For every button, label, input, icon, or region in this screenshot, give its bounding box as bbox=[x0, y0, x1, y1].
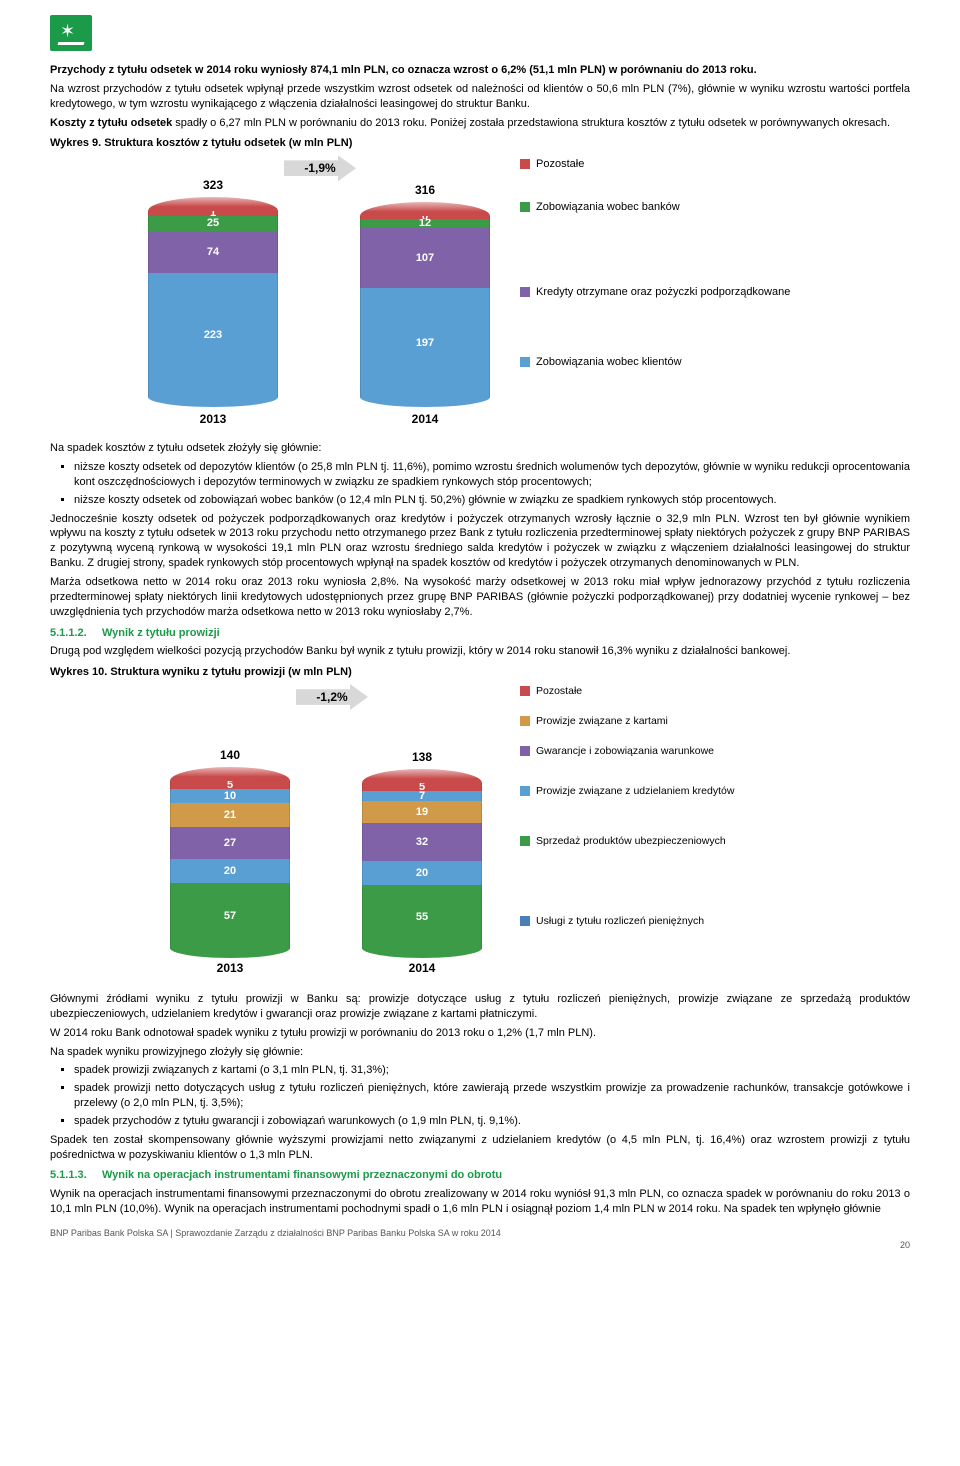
chart2-year-2013: 2013 bbox=[170, 960, 290, 976]
bullets2: spadek prowizji związanych z kartami (o … bbox=[74, 1063, 910, 1128]
legend-item: Zobowiązania wobec banków bbox=[520, 200, 880, 215]
after-chart1-lead: Na spadek kosztów z tytułu odsetek złoży… bbox=[50, 441, 910, 456]
chart1-year-2013: 2013 bbox=[148, 411, 278, 427]
chart1-year-2014: 2014 bbox=[360, 411, 490, 427]
chart-segment: 197 bbox=[360, 288, 490, 398]
chart1-delta-arrow: -1,9% bbox=[284, 155, 356, 181]
section-5112: 5.1.1.2. Wynik z tytułu prowizji bbox=[50, 626, 910, 641]
list-item: spadek przychodów z tytułu gwarancji i z… bbox=[74, 1114, 910, 1129]
chart-segment: 223 bbox=[148, 273, 278, 398]
para-w2014: W 2014 roku Bank odnotował spadek wyniku… bbox=[50, 1026, 910, 1041]
chart-segment: 12 bbox=[360, 219, 490, 228]
chart-segment: 55 bbox=[362, 885, 482, 949]
intro-p1: Przychody z tytułu odsetek w 2014 roku w… bbox=[50, 63, 910, 78]
chart2-title: Wykres 10. Struktura wyniku z tytułu pro… bbox=[50, 665, 910, 680]
list-item: spadek prowizji związanych z kartami (o … bbox=[74, 1063, 910, 1078]
chart-segment: 25 bbox=[148, 216, 278, 231]
chart1-title: Wykres 9. Struktura kosztów z tytułu ods… bbox=[50, 136, 910, 151]
legend-item: Zobowiązania wobec klientów bbox=[520, 355, 880, 370]
chart-segment: 107 bbox=[360, 228, 490, 288]
para-marza: Marża odsetkowa netto w 2014 roku oraz 2… bbox=[50, 575, 910, 620]
para-spadek-lead: Na spadek wyniku prowizyjnego złożyły si… bbox=[50, 1045, 910, 1060]
bnp-logo: ✶ bbox=[50, 15, 92, 51]
legend-item: Kredyty otrzymane oraz pożyczki podporzą… bbox=[520, 285, 880, 300]
legend-item: Usługi z tytułu rozliczeń pieniężnych bbox=[520, 914, 880, 928]
chart1-bar-2013: 323 12574223 bbox=[148, 197, 278, 407]
para-glowne: Głównymi źródłami wyniku z tytułu prowiz… bbox=[50, 992, 910, 1022]
legend-item: Pozostałe bbox=[520, 157, 880, 172]
para-jedno: Jednocześnie koszty odsetek od pożyczek … bbox=[50, 512, 910, 571]
chart1-bar-2014: 316 012107197 bbox=[360, 202, 490, 407]
legend-item: Gwarancje i zobowiązania warunkowe bbox=[520, 744, 880, 758]
chart-segment: 10 bbox=[170, 789, 290, 803]
intro-p3: Koszty z tytułu odsetek spadły o 6,27 ml… bbox=[50, 116, 910, 131]
chart2-year-2014: 2014 bbox=[362, 960, 482, 976]
chart-segment: 21 bbox=[170, 803, 290, 827]
legend-item: Pozostałe bbox=[520, 684, 880, 698]
chart-segment: 7 bbox=[362, 791, 482, 801]
chart-segment: 74 bbox=[148, 231, 278, 273]
page-number: 20 bbox=[50, 1239, 910, 1251]
chart-segment: 5 bbox=[170, 781, 290, 789]
legend-item: Prowizje związane z kartami bbox=[520, 714, 880, 728]
chart-segment: 20 bbox=[170, 859, 290, 883]
footer-text: BNP Paribas Bank Polska SA | Sprawozdani… bbox=[50, 1227, 910, 1239]
chart2-bar-2014: 138 5719322055 bbox=[362, 769, 482, 958]
chart2-bar-2013: 140 51021272057 bbox=[170, 767, 290, 958]
list-item: niższe koszty odsetek od zobowiązań wobe… bbox=[74, 493, 910, 508]
para-5113: Wynik na operacjach instrumentami finans… bbox=[50, 1187, 910, 1217]
list-item: niższe koszty odsetek od depozytów klien… bbox=[74, 460, 910, 490]
para-5112: Drugą pod względem wielkości pozycją prz… bbox=[50, 644, 910, 659]
chart-segment: 57 bbox=[170, 883, 290, 949]
bullets1: niższe koszty odsetek od depozytów klien… bbox=[74, 460, 910, 508]
legend-item: Prowizje związane z udzielaniem kredytów bbox=[520, 784, 880, 798]
chart-segment: 27 bbox=[170, 827, 290, 859]
list-item: spadek prowizji netto dotyczących usług … bbox=[74, 1081, 910, 1111]
intro-p2: Na wzrost przychodów z tytułu odsetek wp… bbox=[50, 82, 910, 112]
chart1: -1,9% 323 12574223 316 012107197 2013 20… bbox=[50, 155, 910, 435]
chart-segment: 20 bbox=[362, 861, 482, 885]
chart-segment: 19 bbox=[362, 801, 482, 823]
chart-segment: 5 bbox=[362, 783, 482, 791]
chart2-delta-arrow: -1,2% bbox=[296, 684, 368, 710]
chart-segment: 32 bbox=[362, 823, 482, 861]
chart2: -1,2% 140 51021272057 138 5719322055 201… bbox=[50, 684, 910, 984]
section-5113: 5.1.1.3. Wynik na operacjach instrumenta… bbox=[50, 1168, 910, 1183]
legend-item: Sprzedaż produktów ubezpieczeniowych bbox=[520, 834, 880, 848]
para-skomp: Spadek ten został skompensowany głównie … bbox=[50, 1133, 910, 1163]
